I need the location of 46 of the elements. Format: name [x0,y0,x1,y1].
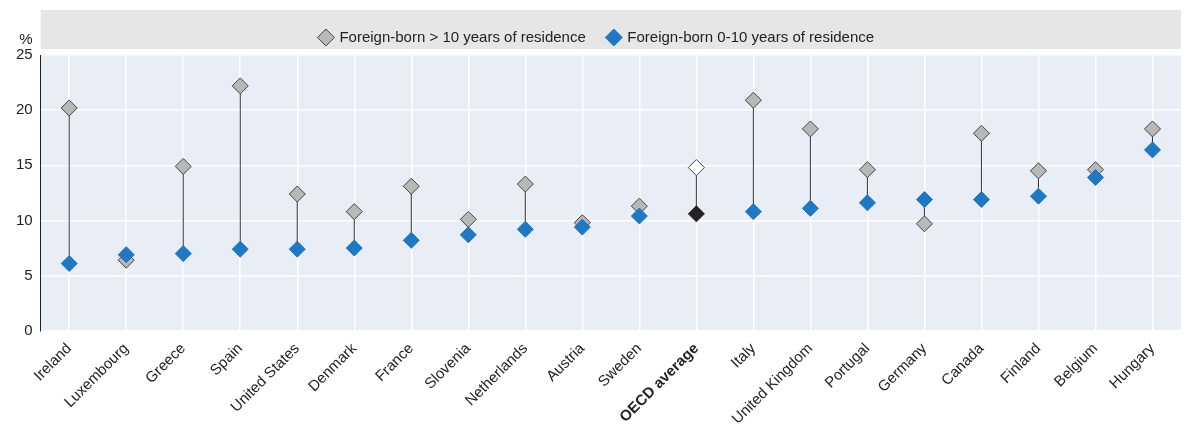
point [801,120,819,138]
point [288,185,306,203]
point [516,220,534,238]
point [801,199,819,217]
point [630,207,648,225]
point [915,191,933,209]
point [459,226,477,244]
point [1029,187,1047,205]
point [915,215,933,233]
x-tick-label: Italy [726,338,759,371]
point [288,240,306,258]
y-tick-label: 10 [16,210,33,228]
point [858,194,876,212]
point [231,240,249,258]
point [687,159,705,177]
point [1143,141,1161,159]
point [573,218,591,236]
point [1086,168,1104,186]
point [1029,162,1047,180]
point [744,91,762,109]
point [345,203,363,221]
point [231,77,249,95]
y-tick-label: 0 [24,320,33,338]
point [60,99,78,117]
point [60,255,78,273]
point [402,231,420,249]
point [516,175,534,193]
point [117,246,135,264]
point [174,245,192,263]
legend-label: Foreign-born > 10 years of residence [339,27,586,45]
point [345,239,363,257]
point [174,157,192,175]
y-tick-label: 25 [16,45,33,63]
point [972,191,990,209]
legend-label: Foreign-born 0-10 years of residence [627,27,875,45]
point [687,205,705,223]
point [1143,120,1161,138]
point [402,177,420,195]
point [858,161,876,179]
y-tick-label: 20 [16,100,33,118]
y-tick-label: 15 [16,155,33,173]
y-axis-title: % [19,29,33,47]
point [459,210,477,228]
point [744,203,762,221]
y-tick-label: 5 [24,265,33,283]
point [972,124,990,142]
